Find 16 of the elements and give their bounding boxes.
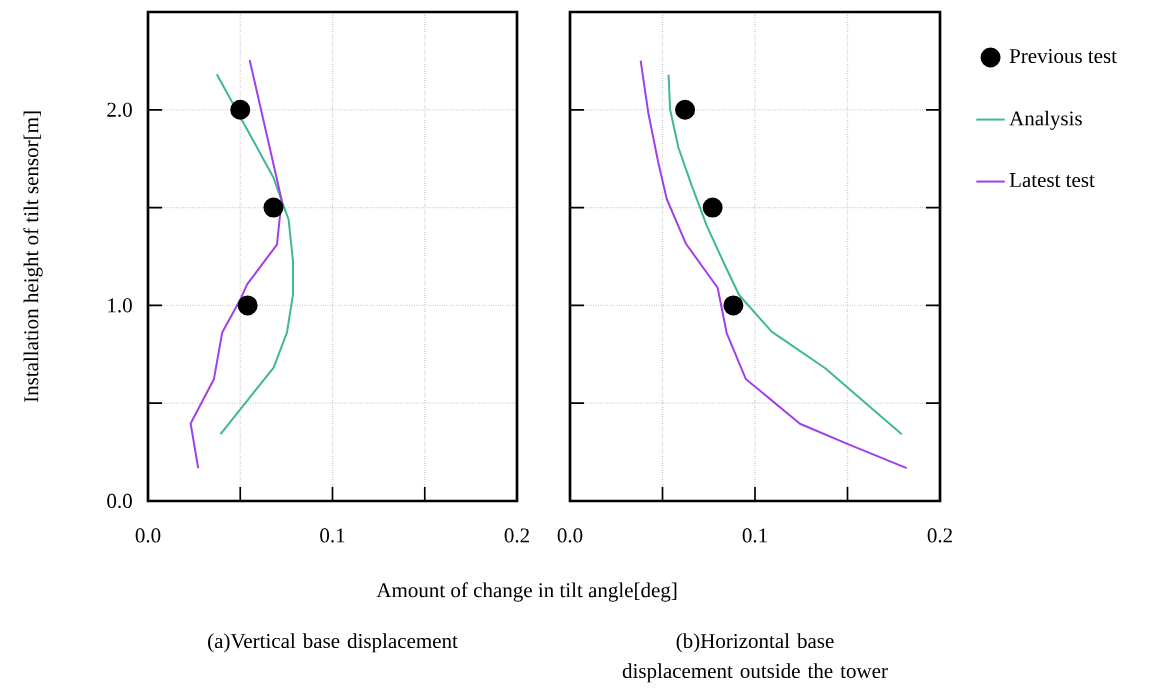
x-tick-label: 0.1 [742,528,767,543]
y-tick-label: 2.0 [107,102,132,117]
x-tick-label: 0.2 [504,528,529,543]
text: (a)Vertical base displacement [208,633,458,653]
legend-label: Analysis [1009,110,1082,130]
text: (b)Horizontal base displacement outside the tower [622,633,888,683]
legend-label: Previous test [1009,48,1117,64]
x-tick-label: 0.0 [135,528,161,543]
y-tick-label: 1.0 [108,298,132,313]
x-tick-label: 0.2 [927,528,952,543]
y-axis-title: Installation height of tilt sensor[m] [23,111,43,403]
y-tick-label: 0.0 [107,493,132,509]
legend-label: Latest test [1009,173,1095,188]
x-tick-label: 0.1 [320,528,345,543]
x-tick-label: 0.0 [557,528,583,543]
x-axis-title: Amount of change in tilt angle[deg] [376,582,677,602]
